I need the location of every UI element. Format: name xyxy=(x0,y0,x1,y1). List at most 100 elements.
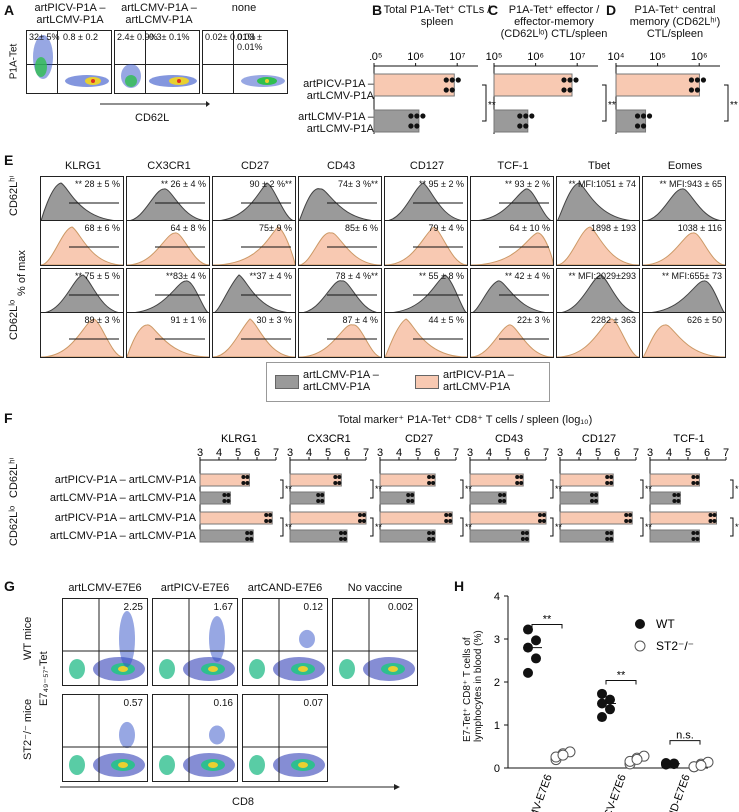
panel-f-point xyxy=(410,499,415,503)
panel-e-histogram: 91 ± 1 % xyxy=(126,312,210,358)
panel-h-sig: ** xyxy=(617,669,626,681)
panel-f-point xyxy=(695,531,700,535)
bcd-bar xyxy=(493,73,573,97)
panel-e-histogram: ** MFI:655± 73 xyxy=(642,268,726,314)
panel-f-tick: 4 xyxy=(576,447,582,459)
panel-e-value: 2282 ± 363 xyxy=(591,315,636,325)
panel-e-legend: artLCMV-P1A – artLCMV-P1A artPICV-P1A – … xyxy=(266,362,550,402)
panel-f-point xyxy=(316,499,321,503)
panel-f-point xyxy=(624,519,629,523)
panel-f-sig: ** xyxy=(645,522,653,532)
panel-h-legend-wt: WT xyxy=(656,617,675,631)
panel-f-sig: ** xyxy=(375,522,383,532)
bcd-point xyxy=(634,113,641,119)
panel-h-ytick: 2 xyxy=(494,677,500,689)
panel-f-point xyxy=(520,531,525,535)
panel-e-value: 78 ± 4 %** xyxy=(335,271,378,281)
panel-h-wt-point xyxy=(531,653,541,664)
panel-f-sig: ** xyxy=(735,522,739,532)
panel-h-xlabel: artPICV-E7E6 xyxy=(594,773,629,812)
panel-f-point xyxy=(542,519,546,523)
panel-e-histogram: 68 ± 6 % xyxy=(40,220,124,266)
bcd-group-1: artPICV-P1A – artLCMV-P1A xyxy=(303,78,374,102)
panel-g-gate-value: 2.25 xyxy=(123,602,143,613)
panel-f-point xyxy=(590,493,594,497)
panel-a-dotplot-2: 2.4± 0.9% 0.3± 0.1% xyxy=(114,30,200,94)
bcd-tick-label: 10⁵ xyxy=(486,51,503,63)
panel-g-gate-value: 0.57 xyxy=(123,698,143,709)
panel-f-bar xyxy=(379,491,415,505)
panel-e-header: CD43 xyxy=(326,160,356,172)
bcd-point xyxy=(688,87,695,93)
panel-a-gate-tr-3: 0.03 ± 0.01% xyxy=(237,32,263,52)
panel-f-tick: 5 xyxy=(325,447,331,459)
panel-f-row-2: artLCMV-P1A – artLCMV-P1A xyxy=(49,492,196,504)
panel-e-row-lo: CD62Lˡᵒ xyxy=(8,299,20,340)
panel-f-marker: CD43 xyxy=(495,433,523,445)
panel-g-col-title: artLCMV-E7E6 xyxy=(68,582,142,594)
panel-g-col-title: artPICV-E7E6 xyxy=(160,582,230,594)
panel-d-title: P1A-Tet⁺ central memory (CD62Lʰⁱ) CTL/sp… xyxy=(629,4,721,40)
panel-e-header: CD127 xyxy=(409,160,445,172)
bcd-bar xyxy=(373,73,455,97)
panel-f-group-hi: CD62Lʰⁱ xyxy=(8,457,20,498)
panel-h-legend-wt-marker xyxy=(635,619,645,629)
panel-h-wt-point xyxy=(597,712,607,723)
panel-f-tick: 5 xyxy=(685,447,691,459)
legend-grey-swatch xyxy=(275,375,299,389)
panel-f-point xyxy=(712,519,717,523)
panel-e-yaxis: % of max xyxy=(16,250,28,296)
panel-g-gate-value: 0.12 xyxy=(303,602,323,613)
bcd-point xyxy=(561,87,567,93)
panel-f-group-lo: CD62Lˡᵒ xyxy=(8,505,20,546)
panel-f-bar xyxy=(289,511,367,525)
panel-e-value: ** 93 ± 2 % xyxy=(505,179,550,189)
panel-f-point xyxy=(498,493,503,497)
panel-e-value: **83± 4 % xyxy=(166,271,206,281)
panel-f-point xyxy=(226,493,231,497)
panel-f-point xyxy=(502,499,507,503)
panel-f-point xyxy=(268,513,273,517)
panel-a-gate-tr-1: 0.8 ± 0.2 xyxy=(63,32,98,42)
panel-e-histogram: 89 ± 3 % xyxy=(40,312,124,358)
panel-e-histogram: ** 75 ± 5 % xyxy=(40,268,124,314)
panel-g-col-title: artCAND-E7E6 xyxy=(247,582,323,594)
panel-f-point xyxy=(316,493,321,497)
panel-h-label: H xyxy=(454,578,465,594)
panel-f-point xyxy=(609,475,614,479)
bcd-point xyxy=(634,123,641,129)
panel-f-label: F xyxy=(4,410,13,426)
panel-g-dotplot: 2.25 xyxy=(62,598,148,686)
panel-e-histogram: ** 26 ± 4 % xyxy=(126,176,210,222)
panel-f-bar xyxy=(199,529,254,543)
panel-f-tick: 4 xyxy=(306,447,312,459)
panel-f-point xyxy=(337,475,342,479)
bcd-tick-label: 10⁷ xyxy=(569,51,585,63)
panel-e-histogram: 1898 ± 193 xyxy=(556,220,640,266)
panel-e-histogram: 22± 3 % xyxy=(470,312,554,358)
panel-e-histogram: 75± 9 % xyxy=(212,220,296,266)
panel-f-point xyxy=(337,481,342,485)
panel-f-point xyxy=(343,537,347,541)
panel-f-point xyxy=(333,475,338,479)
panel-e-value: 87 ± 4 % xyxy=(342,315,378,325)
panel-e-histogram: ** MFI:943 ± 65 xyxy=(642,176,726,222)
panel-e-value: ** MFI:2029±293 xyxy=(568,271,636,281)
bcd-point xyxy=(414,123,420,129)
bcd-bar xyxy=(615,73,700,97)
panel-h-wt-point xyxy=(605,704,615,715)
panel-f-point xyxy=(339,537,343,541)
panel-f-chart: KLRG1 3 4 5 6 7 ** ** xyxy=(197,433,293,543)
panel-e-histogram: 90 ± 2 %** xyxy=(212,176,296,222)
panel-f-chart: CX3CR1 3 4 5 6 7 ** ** xyxy=(287,433,383,543)
panel-a-gate-tl-2: 2.4± 0.9% xyxy=(117,32,158,42)
panel-f-point xyxy=(538,513,542,517)
panel-f-tick: 7 xyxy=(363,447,369,459)
bcd-panel-1: 10⁵ 10⁶ 10⁷ ** xyxy=(486,51,616,134)
panel-f-point xyxy=(695,537,700,541)
panel-e-value: ** 42 ± 4 % xyxy=(505,271,550,281)
panel-f-tick: 6 xyxy=(254,447,260,459)
panel-f-point xyxy=(695,481,700,485)
panel-f-point xyxy=(628,513,633,517)
panel-f-point xyxy=(515,481,520,485)
